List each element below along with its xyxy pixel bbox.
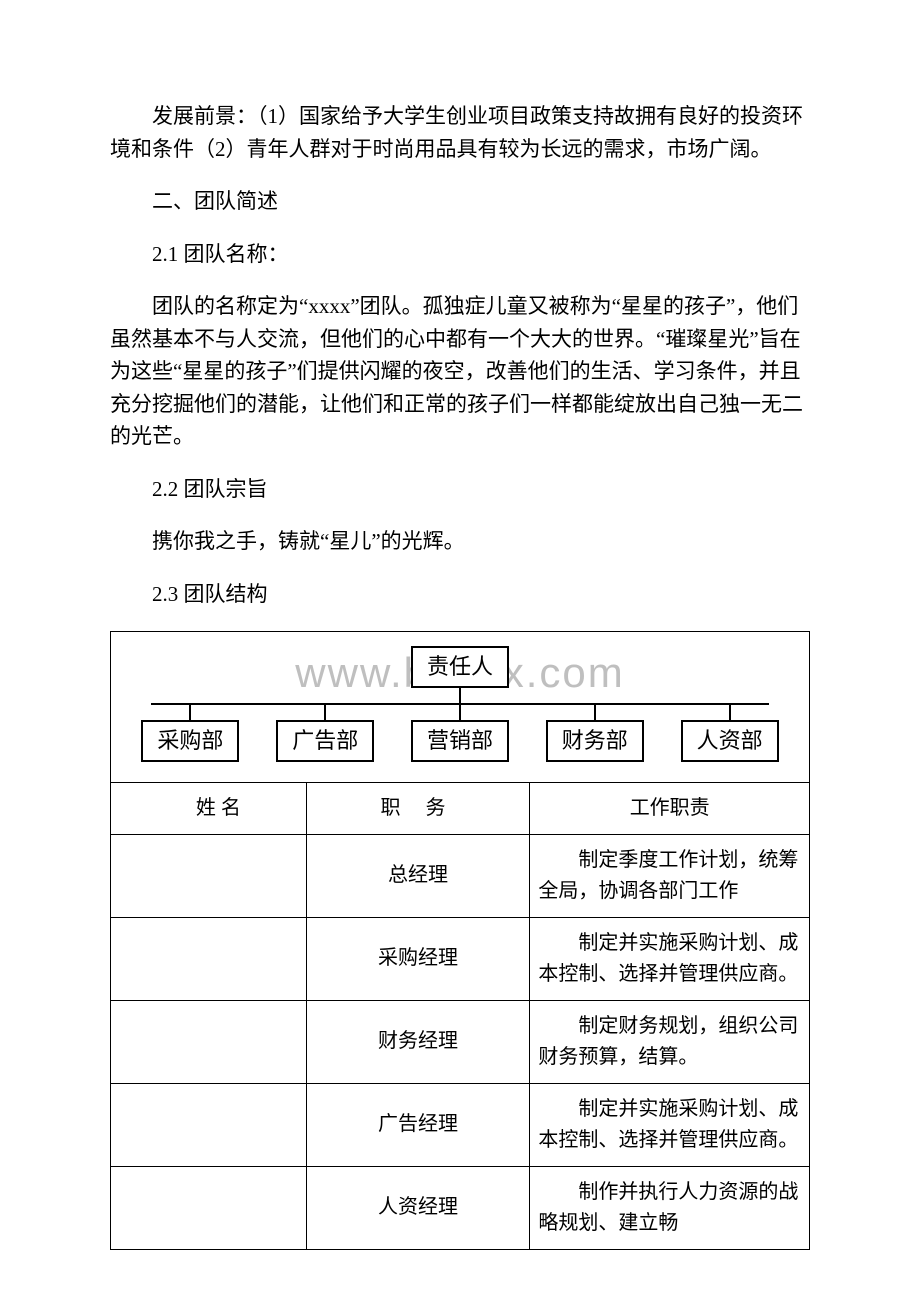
table-row: 人资经理 制作并执行人力资源的战略规划、建立畅 (111, 1166, 810, 1249)
table-row: 财务经理 制定财务规划，组织公司财务预算，结算。 (111, 1000, 810, 1083)
paragraph-team-name: 团队的名称定为“xxxx”团队。孤独症儿童又被称为“星星的孩子”，他们虽然基本不… (110, 290, 810, 453)
cell-name (111, 1000, 307, 1083)
cell-role: 采购经理 (306, 917, 530, 1000)
header-role: 职 务 (306, 782, 530, 834)
cell-duty: 制定季度工作计划，统筹全局，协调各部门工作 (530, 834, 810, 917)
cell-name (111, 917, 307, 1000)
table-row: 采购经理 制定并实施采购计划、成本控制、选择并管理供应商。 (111, 917, 810, 1000)
heading-section-2: 二、团队简述 (110, 185, 810, 218)
org-root-node: 责任人 (411, 646, 509, 688)
org-connector (729, 705, 731, 720)
org-connector (459, 705, 461, 720)
org-chart-container: www.bdocx.com 责任人 采购部 广告部 营销部 财务部 (110, 631, 810, 783)
cell-duty: 制定并实施采购计划、成本控制、选择并管理供应商。 (530, 917, 810, 1000)
org-connector (459, 688, 461, 703)
header-role-text: 职 务 (381, 797, 456, 819)
cell-duty: 制定财务规划，组织公司财务预算，结算。 (530, 1000, 810, 1083)
cell-name (111, 1166, 307, 1249)
table-row: 广告经理 制定并实施采购计划、成本控制、选择并管理供应商。 (111, 1083, 810, 1166)
cell-role: 广告经理 (306, 1083, 530, 1166)
heading-2-2: 2.2 团队宗旨 (110, 473, 810, 506)
cell-role: 人资经理 (306, 1166, 530, 1249)
table-row: 总经理 制定季度工作计划，统筹全局，协调各部门工作 (111, 834, 810, 917)
org-connector (594, 705, 596, 720)
paragraph-prospect: 发展前景：（1）国家给予大学生创业项目政策支持故拥有良好的投资环境和条件（2）青… (110, 100, 810, 165)
heading-2-3: 2.3 团队结构 (110, 578, 810, 611)
cell-name (111, 1083, 307, 1166)
org-node-hr: 人资部 (681, 720, 779, 762)
cell-duty: 制作并执行人力资源的战略规划、建立畅 (530, 1166, 810, 1249)
org-node-purchasing: 采购部 (141, 720, 239, 762)
cell-name (111, 834, 307, 917)
paragraph-motto: 携你我之手，铸就“星儿”的光辉。 (110, 525, 810, 558)
org-node-advertising: 广告部 (276, 720, 374, 762)
org-connector (324, 705, 326, 720)
heading-2-1: 2.1 团队名称： (110, 238, 810, 271)
cell-role: 财务经理 (306, 1000, 530, 1083)
cell-duty: 制定并实施采购计划、成本控制、选择并管理供应商。 (530, 1083, 810, 1166)
org-connector (189, 705, 191, 720)
header-name: 姓 名 (111, 782, 307, 834)
header-duty: 工作职责 (530, 782, 810, 834)
team-table: 姓 名 职 务 工作职责 总经理 制定季度工作计划，统筹全局，协调各部门工作 采… (110, 782, 810, 1250)
org-node-finance: 财务部 (546, 720, 644, 762)
org-node-marketing: 营销部 (411, 720, 509, 762)
cell-role: 总经理 (306, 834, 530, 917)
table-header-row: 姓 名 职 务 工作职责 (111, 782, 810, 834)
